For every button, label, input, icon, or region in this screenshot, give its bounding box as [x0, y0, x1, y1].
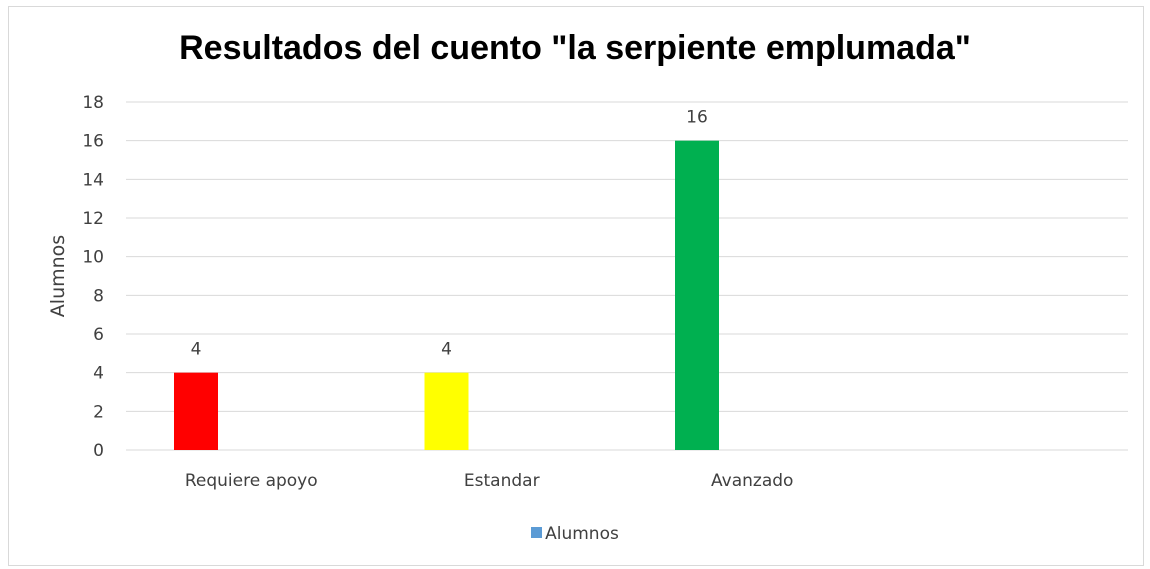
- bar-avanzado: [675, 140, 719, 450]
- x-category-label-0: Requiere apoyo: [185, 471, 318, 491]
- bar-requiere-apoyo: [174, 372, 218, 450]
- data-label-2: 16: [686, 108, 708, 128]
- chart-frame: [8, 6, 1144, 566]
- y-tick-label-18: 18: [82, 93, 104, 113]
- legend-swatch-alumnos: [531, 526, 543, 538]
- y-tick-label-12: 12: [82, 209, 104, 229]
- y-tick-label-2: 2: [93, 402, 104, 422]
- y-tick-label-0: 0: [93, 441, 104, 461]
- bar-estandar: [424, 372, 469, 450]
- y-tick-label-10: 10: [82, 248, 104, 268]
- chart-title: Resultados del cuento "la serpiente empl…: [179, 29, 971, 67]
- legend: Alumnos: [0, 524, 1150, 544]
- y-axis-label: Alumnos: [47, 235, 69, 317]
- y-tick-label-14: 14: [82, 170, 104, 190]
- legend-label-alumnos: Alumnos: [545, 524, 619, 544]
- data-label-0: 4: [191, 340, 202, 360]
- x-category-label-1: Estandar: [464, 471, 540, 491]
- y-tick-label-8: 8: [93, 286, 104, 306]
- y-tick-label-16: 16: [82, 132, 104, 152]
- data-label-1: 4: [441, 340, 452, 360]
- x-category-label-2: Avanzado: [711, 471, 793, 491]
- y-tick-label-4: 4: [93, 364, 104, 384]
- y-tick-label-6: 6: [93, 325, 104, 345]
